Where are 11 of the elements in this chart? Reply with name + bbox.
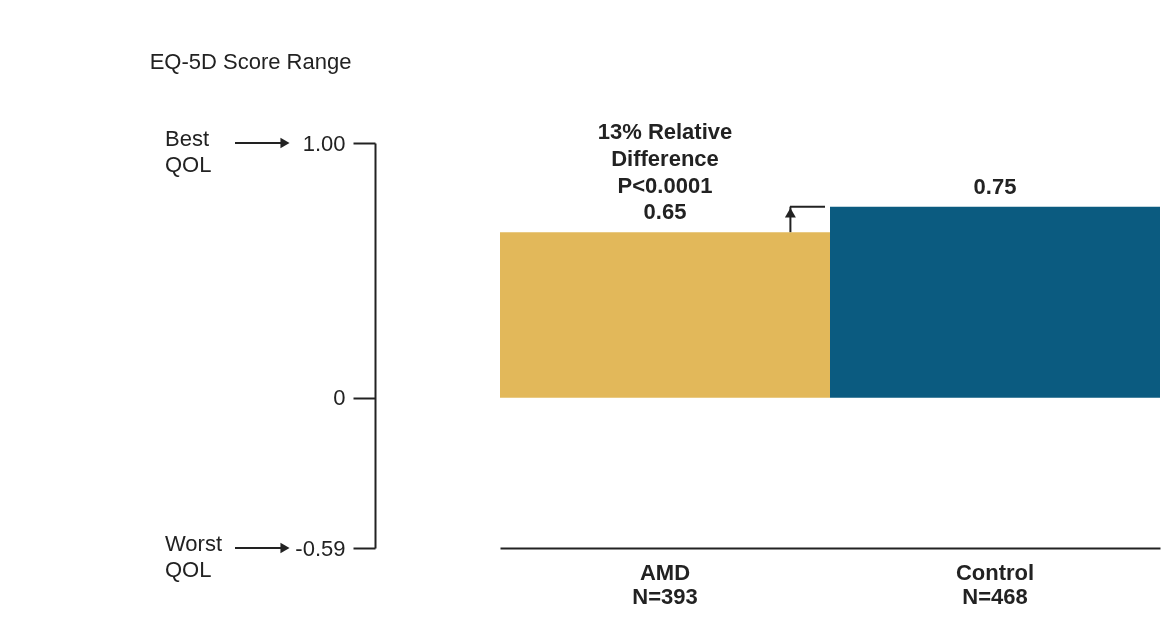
y-axis-title: EQ-5D Score Range (149, 48, 352, 74)
y-tick-label: 1.00 (302, 130, 346, 156)
x-tick-label: AMD N=393 (632, 559, 698, 609)
text: Best QOL (165, 126, 212, 177)
text: Worst QOL (165, 531, 223, 582)
x-tick-label: Control N=468 (955, 559, 1035, 609)
y-tick-label: 0 (333, 385, 346, 411)
data-label: 0.65 (643, 199, 687, 225)
y-tick-label: -0.59 (295, 535, 346, 561)
data-label: 0.75 (973, 173, 1017, 199)
annotation: 13% Relative Difference P<0.0001 (597, 119, 733, 199)
